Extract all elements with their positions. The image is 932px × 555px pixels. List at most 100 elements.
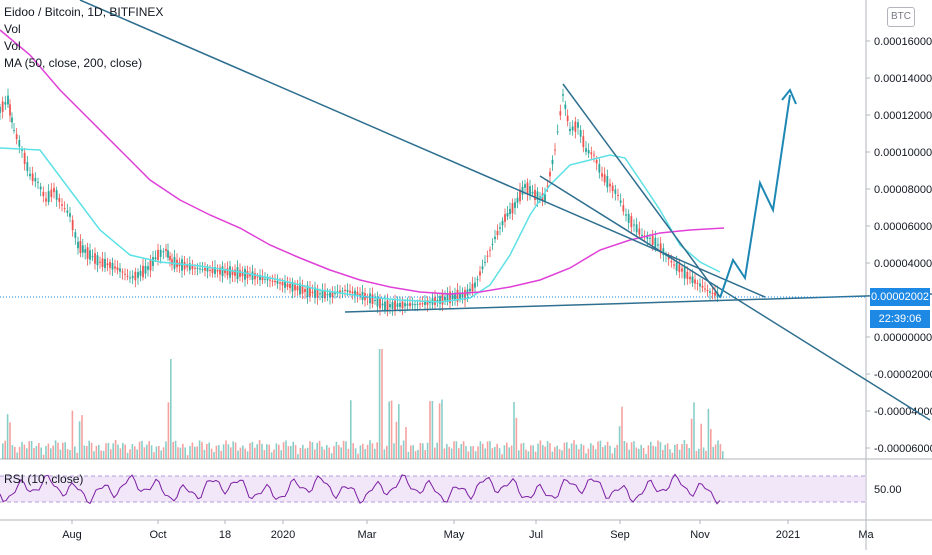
legend-vol-1[interactable]: Vol: [4, 22, 21, 36]
volume-bar: [23, 444, 26, 459]
volume-bar: [30, 440, 33, 459]
volume-bar: [642, 447, 645, 459]
volume-bar: [710, 428, 712, 459]
volume-bar: [386, 445, 388, 459]
volume-bar: [515, 417, 518, 459]
candle-body: [564, 104, 567, 109]
candle-body: [521, 186, 524, 195]
volume-bar: [314, 449, 316, 459]
legend-title[interactable]: Eidoo / Bitcoin, 1D, BITFINEX: [4, 5, 164, 19]
candle-body: [206, 267, 209, 272]
volume-bar: [671, 452, 674, 459]
volume-bar: [66, 449, 69, 459]
volume-bar: [359, 445, 362, 459]
y-tick-label: 0.00012000: [874, 110, 932, 122]
volume-bar: [321, 446, 323, 459]
candle-body: [7, 95, 9, 105]
volume-bar: [518, 450, 520, 459]
candle-body: [321, 289, 324, 298]
candle-body: [590, 152, 593, 155]
volume-bar: [76, 452, 78, 459]
volume-bar: [28, 441, 30, 459]
volume-bar: [323, 449, 326, 459]
volume-bar: [546, 441, 549, 459]
candle-body: [675, 262, 678, 271]
volume-bar: [472, 446, 474, 459]
candle-body: [111, 262, 114, 270]
candle-body: [491, 243, 494, 245]
candle-body: [426, 300, 429, 305]
volume-bar: [650, 441, 652, 459]
candle-body: [269, 279, 271, 281]
volume-bar: [52, 445, 54, 459]
candle-body: [276, 280, 279, 284]
volume-bar: [98, 444, 100, 459]
volume-bar: [551, 451, 554, 459]
volume-bar: [477, 446, 479, 459]
candle-body: [167, 250, 169, 258]
volume-bar: [35, 446, 38, 459]
candle-body: [264, 278, 266, 280]
volume-bar: [455, 441, 458, 459]
candle-body: [191, 265, 194, 270]
candle-body: [714, 292, 716, 296]
candle-body: [609, 183, 611, 187]
volume-bar: [141, 440, 143, 459]
candle-body: [171, 259, 173, 265]
volume-bar: [460, 443, 462, 459]
volume-bar: [654, 446, 657, 459]
volume-bar: [254, 447, 256, 459]
candle-body: [126, 275, 129, 277]
candle-body: [598, 164, 601, 173]
volume-bar: [114, 440, 117, 459]
candle-body: [549, 171, 551, 177]
candle-body: [183, 261, 186, 270]
candle-body: [374, 299, 376, 301]
rsi-legend[interactable]: RSI (10, close): [4, 472, 84, 486]
candle-body: [234, 269, 236, 276]
candle-body: [654, 237, 657, 248]
currency-badge[interactable]: BTC: [887, 7, 915, 27]
candle-body: [566, 115, 569, 122]
candle-body: [536, 191, 539, 201]
volume-bar: [347, 448, 350, 459]
volume-bar: [698, 448, 700, 459]
candle-body: [436, 299, 439, 302]
candle-body: [511, 203, 514, 214]
candle-body: [670, 260, 673, 263]
volume-bar: [405, 427, 407, 459]
candle-body: [696, 282, 699, 284]
candle-body: [157, 249, 159, 261]
candle-body: [421, 303, 424, 305]
candle-body: [638, 228, 641, 235]
volume-bar: [443, 448, 446, 459]
volume-bar: [158, 445, 160, 459]
volume-bar: [424, 450, 426, 459]
candle-body: [444, 297, 446, 301]
candle-body: [667, 257, 670, 260]
candle-body: [554, 149, 556, 151]
volume-bar: [189, 445, 191, 459]
legend-vol-2[interactable]: Vol: [4, 39, 21, 53]
volume-bar: [419, 442, 422, 459]
legend-ma[interactable]: MA (50, close, 200, close): [4, 56, 143, 70]
volume-bar: [707, 408, 710, 459]
volume-bar: [234, 442, 237, 459]
x-tick-label: Jul: [529, 529, 543, 541]
candle-body: [411, 303, 414, 306]
volume-bar: [666, 443, 669, 459]
volume-bar: [558, 449, 561, 459]
candle-body: [271, 280, 274, 282]
candle-body: [109, 262, 111, 268]
volume-bar: [520, 443, 522, 459]
candle-body: [284, 281, 286, 288]
candle-body: [116, 267, 119, 271]
candle-body: [429, 301, 431, 303]
candle-body: [224, 269, 226, 274]
candle-body: [384, 301, 386, 311]
candle-body: [659, 243, 662, 254]
volume-bar: [390, 400, 393, 459]
volume-bar: [599, 440, 602, 459]
candle-body: [394, 300, 396, 311]
